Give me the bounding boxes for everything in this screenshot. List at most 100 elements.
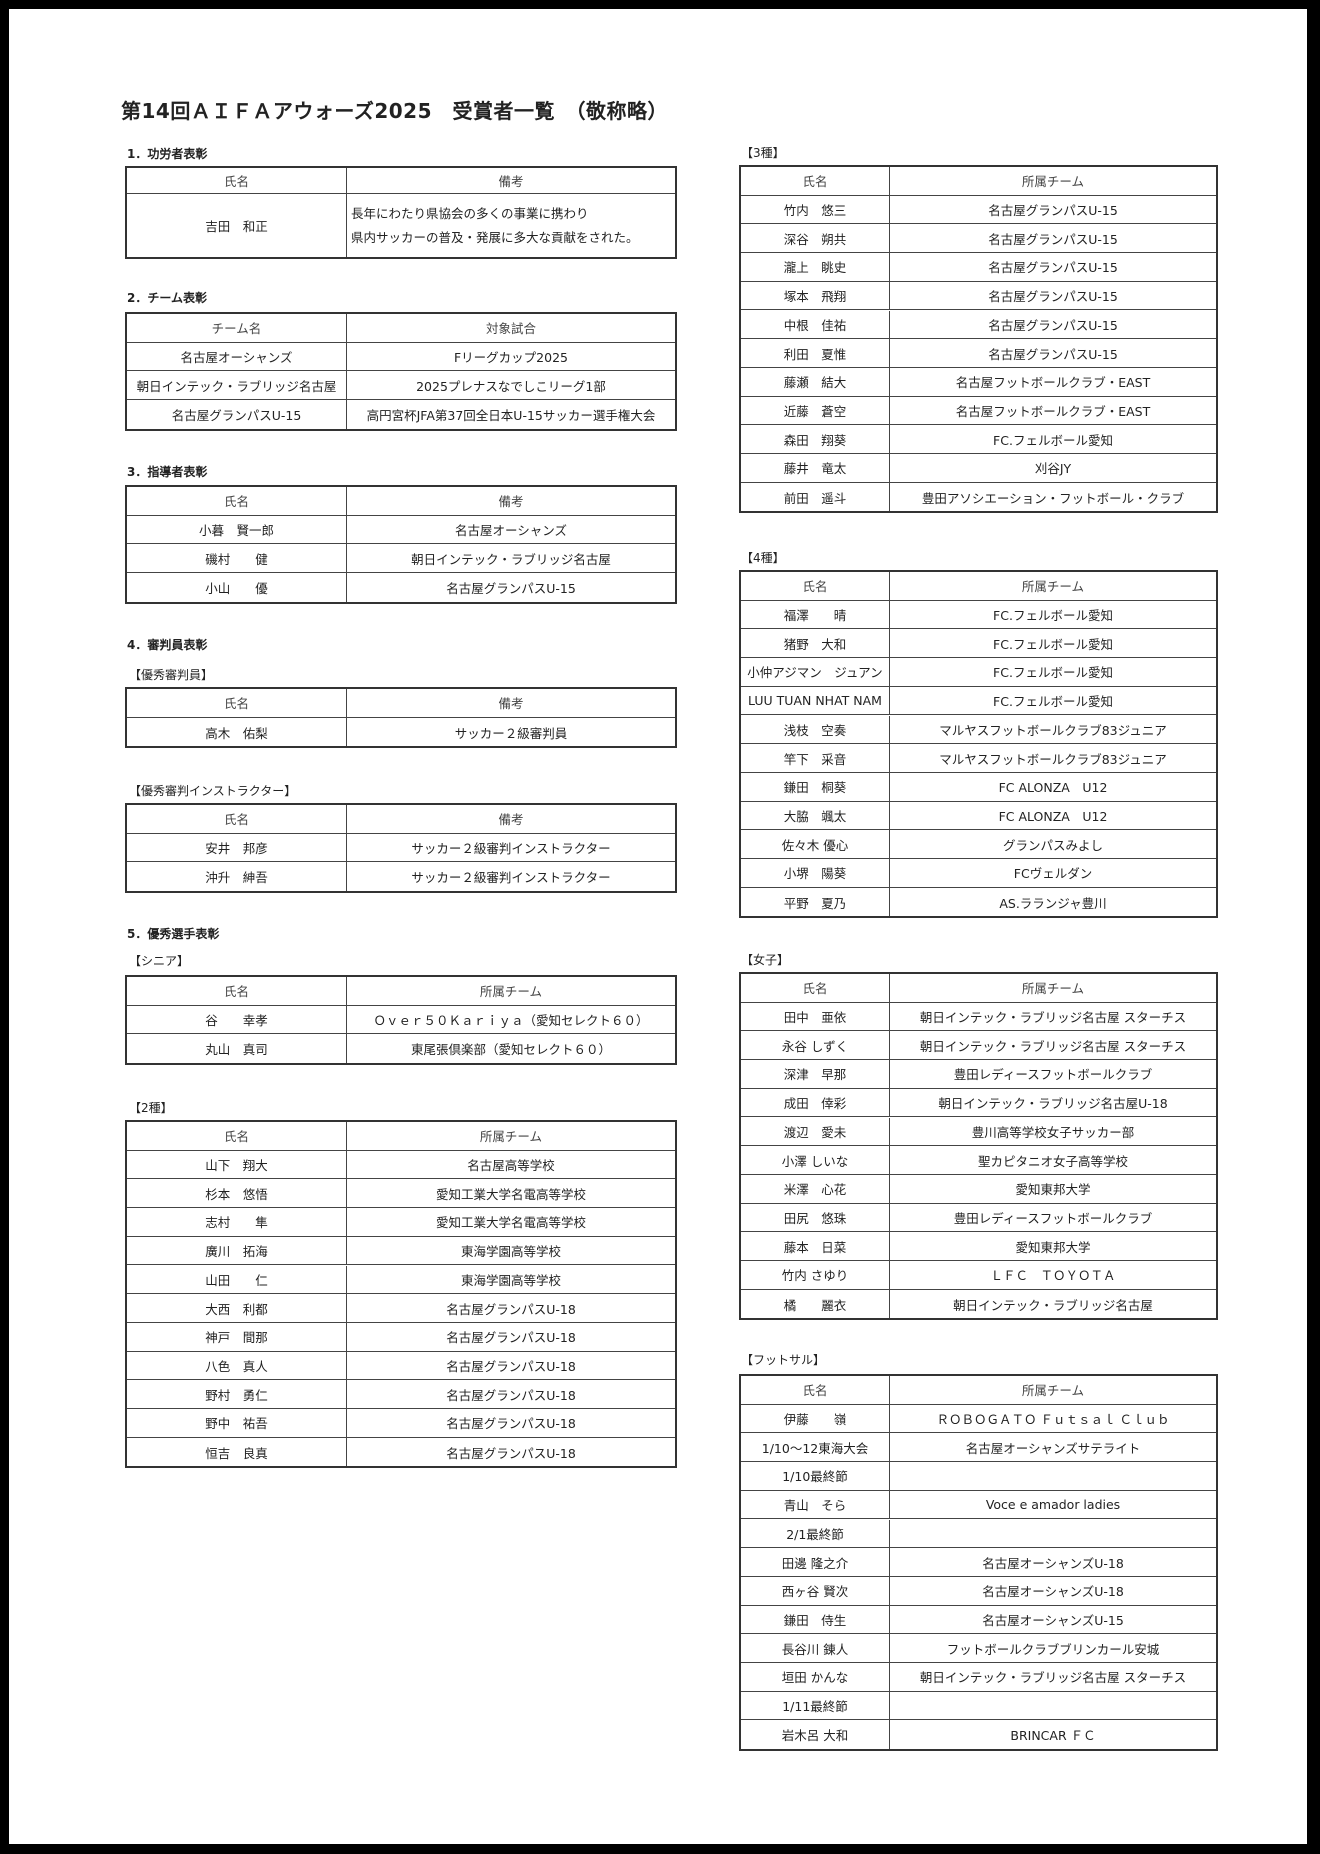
table-cell: FC.フェルボール愛知 (889, 658, 1216, 687)
table-cell: 山下 翔大 (127, 1151, 346, 1180)
table-cell: 垣田 かんな (741, 1663, 889, 1692)
table-cell: 藤本 日菜 (741, 1232, 889, 1261)
table-cell: 竹内 悠三 (741, 196, 889, 225)
table-cell: Voce e amador ladies (889, 1490, 1216, 1520)
table-cell: 沖升 紳吾 (205, 870, 268, 886)
table-header-cell: 氏名 (127, 689, 346, 718)
subsection-label: 【4種】 (741, 551, 785, 565)
table-cell: 岩木呂 大和 (781, 1728, 849, 1744)
table-cell: FC.フェルボール愛知 (889, 600, 1216, 630)
table-cell: 平野 夏乃 (783, 895, 847, 911)
table-cell: 杉本 悠悟 (127, 1179, 346, 1209)
table-cell (889, 1691, 1216, 1721)
table-cell: 2/1最終節 (741, 1520, 889, 1549)
table-header-cell: 所属チーム (346, 1122, 675, 1151)
table-cell: 朝日インテック・ラブリッジ名古屋 スターチス (889, 1663, 1216, 1692)
table-cell: 朝日インテック・ラブリッジ名古屋 スターチス (889, 1031, 1216, 1061)
table-cell: 名古屋オーシャンズ (346, 515, 675, 545)
subsection-label: 【優秀審判員】 (129, 668, 214, 682)
table-cell: 伊藤 嶺 (741, 1405, 889, 1434)
table-header-cell: 所属チーム (889, 1376, 1216, 1405)
table: チーム名 対象試合 名古屋オーシャンズ Fリーグカップ2025 朝日インテック・ラブリッ… (125, 312, 677, 431)
table-cell: 朝日インテック・ラブリッジ名古屋U-18 (889, 1088, 1216, 1118)
table-cell: FC ALONZA U12 (889, 772, 1216, 802)
table-cell: 豊田アソシエーション・フットボール・クラブ (889, 482, 1216, 512)
table-cell: 東海学園高等学校 (346, 1236, 675, 1266)
table-cell: 朝日インテック・ラブリッジ名古屋 (889, 1289, 1216, 1319)
table-cell: 藤井 竜太 (741, 454, 889, 483)
table-cell: 磯村 健 (127, 544, 346, 574)
table-cell: 名古屋フットボールクラブ・EAST (889, 367, 1216, 397)
table-cell: 愛知工業大学名電高等学校 (346, 1179, 675, 1209)
text-line: 長年にわたり県協会の多くの事業に携わり (351, 205, 589, 221)
table-cell: 名古屋グランパスU-18 (346, 1380, 675, 1409)
table-cell: 利田 夏惟 (741, 339, 889, 368)
table-cell: 神戸 間那 (127, 1323, 346, 1352)
table-cell: 大西 利都 (127, 1294, 346, 1323)
table-cell: 志村 隼 (127, 1208, 346, 1237)
table-cell: 瀧上 眺史 (741, 253, 889, 282)
table-cell: 朝日インテック・ラブリッジ名古屋 (127, 371, 346, 401)
table-cell: フットボールクラブブリンカール安城 (889, 1634, 1216, 1663)
table-cell (889, 1462, 1216, 1491)
table-header-cell: 所属チーム (889, 572, 1216, 601)
table-cell: 東海学園高等学校 (346, 1265, 675, 1295)
table-header-cell: 所属チーム (889, 167, 1216, 196)
table-cell: ＬＦＣ ＴＯＹＯＴＡ (889, 1261, 1216, 1290)
table-cell: 名古屋グランパスU-15 (889, 253, 1216, 282)
table-header-cell: 所属チーム (346, 977, 675, 1006)
table-cell: 豊川高等学校女子サッカー部 (889, 1117, 1216, 1147)
table-cell: ＲＯＢＯＧＡＴＯ Ｆｕｔｓａｌ Ｃｌｕｂ (889, 1404, 1216, 1434)
table-cell: 名古屋グランパスU-18 (346, 1437, 675, 1467)
table-cell: 名古屋グランパスU-18 (346, 1294, 675, 1323)
table-header-cell: 備考 (346, 805, 675, 834)
table-cell: 名古屋高等学校 (346, 1150, 675, 1180)
table-header-cell: 氏名 (741, 167, 889, 196)
table-cell: 渡辺 愛未 (741, 1118, 889, 1147)
table: 氏名 所属チーム谷 幸孝 Ｏｖｅｒ５０Ｋａｒｉｙａ（愛知セレクト６０） 丸山 真司 東尾… (125, 975, 677, 1066)
subsection-label: 【フットサル】 (741, 1353, 826, 1367)
table-cell (889, 1519, 1216, 1549)
table-cell: 名古屋フットボールクラブ・EAST (889, 396, 1216, 426)
table: 氏名 備考 吉田 和正 長年にわたり県協会の多くの事業に携わり 県内サッカーの普及・発展… (125, 166, 677, 259)
table-cell: 青山 そら (741, 1491, 889, 1520)
table-cell: 中根 佳祐 (741, 311, 889, 340)
table-cell: マルヤスフットボールクラブ83ジュニア (889, 715, 1216, 745)
table-cell: Ｏｖｅｒ５０Ｋａｒｉｙａ（愛知セレクト６０） (346, 1005, 675, 1035)
subsection-label: 【優秀審判インストラクター】 (129, 784, 297, 798)
table-cell: 福澤 晴 (741, 601, 889, 630)
section-heading: 4．審判員表彰 (127, 638, 208, 652)
table-cell: 名古屋オーシャンズ (127, 343, 346, 372)
table-cell: 1/10～12東海大会 (741, 1433, 889, 1463)
section-heading: 1．功労者表彰 (127, 147, 208, 161)
table-cell: 鎌田 桐葵 (741, 773, 889, 802)
table-header-cell: 氏名 (127, 487, 346, 516)
table-cell: 長谷川 錬人 (741, 1634, 889, 1663)
table: 氏名 備考 高木 佑梨 サッカー２級審判員 (125, 687, 677, 749)
table-cell: 名古屋オーシャンズU-18 (889, 1548, 1216, 1577)
table-header-cell: 備考 (346, 168, 675, 194)
table-cell: 永谷 しずく (741, 1031, 889, 1061)
table-cell: 田中 亜依 (741, 1003, 889, 1032)
table-cell: BRINCAR ＦＣ (889, 1720, 1216, 1750)
table-cell: 橘 麗衣 (783, 1297, 847, 1313)
table-cell: 朝日インテック・ラブリッジ名古屋 (346, 544, 675, 574)
table-cell: 丸山 真司 (205, 1042, 268, 1058)
subsection-label: 【3種】 (741, 146, 785, 160)
table-cell: FC.フェルボール愛知 (889, 425, 1216, 454)
table-cell: 名古屋オーシャンズサテライト (889, 1433, 1216, 1463)
table-cell: 1/10最終節 (741, 1462, 889, 1491)
table-header-cell: チーム名 (127, 314, 346, 343)
table-cell: 大脇 颯太 (741, 802, 889, 831)
table-cell: 愛知東邦大学 (889, 1174, 1216, 1204)
table-cell: 名古屋グランパスU-15 (889, 224, 1216, 254)
table-cell: 小仲アジマン ジュアン (741, 658, 889, 687)
table: 氏名 所属チーム 福澤 晴 FC.フェルボール愛知 猪野 大和 FC.フェルボール愛知 小仲… (739, 570, 1218, 919)
table-cell: 恒吉 良真 (205, 1445, 268, 1461)
table-cell: 刈谷JY (889, 454, 1216, 483)
table-cell: 愛知東邦大学 (889, 1232, 1216, 1261)
text-line: 県内サッカーの普及・発展に多大な貢献をされた。 (351, 229, 639, 245)
table-cell: 名古屋オーシャンズU-15 (889, 1605, 1216, 1635)
table-header-cell: 氏名 (741, 572, 889, 601)
table-cell: グランパスみよし (889, 830, 1216, 859)
